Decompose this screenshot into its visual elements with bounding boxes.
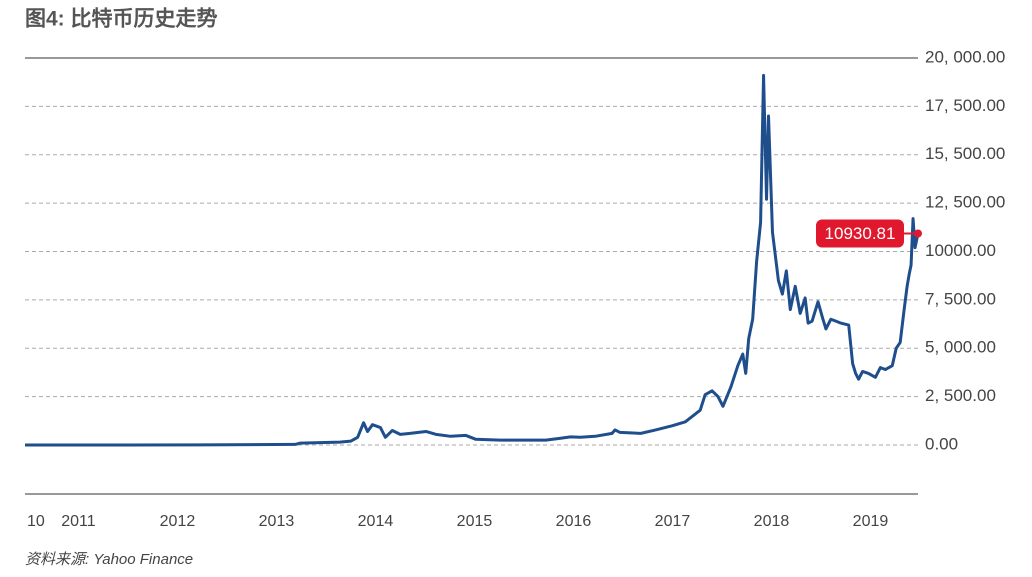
y-tick-label: 0.00 xyxy=(925,434,958,453)
source: 资料来源: Yahoo Finance xyxy=(25,551,193,568)
x-tick-label: 2017 xyxy=(655,513,691,530)
y-tick-label: 7, 500.00 xyxy=(925,289,996,308)
annotation-box xyxy=(816,219,904,248)
y-tick-label: 10000.00 xyxy=(925,241,996,260)
x-tick-label: 2019 xyxy=(853,513,889,530)
y-tick-label: 5, 000.00 xyxy=(925,338,996,357)
y-tick-label: 20, 000.00 xyxy=(925,47,1005,66)
x-tick-label: 2016 xyxy=(556,513,592,530)
x-tick-label: 2012 xyxy=(160,513,196,530)
x-tick-label: 2013 xyxy=(259,513,295,530)
annotation-point xyxy=(914,229,922,238)
y-tick-label: 2, 500.00 xyxy=(925,386,996,405)
x-tick-label: 2018 xyxy=(754,513,790,530)
x-tick-label: 10 xyxy=(27,513,45,530)
y-tick-label: 17, 500.00 xyxy=(925,96,1005,115)
annotation-label: 10930.81 xyxy=(825,224,896,243)
x-tick-label: 2015 xyxy=(457,513,493,530)
y-tick-label: 15, 500.00 xyxy=(925,144,1005,163)
chart-title: 图4: 比特币历史走势 xyxy=(25,7,218,31)
series-line xyxy=(24,73,920,447)
x-tick-label: 2011 xyxy=(61,513,96,530)
y-tick-label: 12, 500.00 xyxy=(925,193,1005,212)
x-tick-label: 2014 xyxy=(358,513,394,530)
